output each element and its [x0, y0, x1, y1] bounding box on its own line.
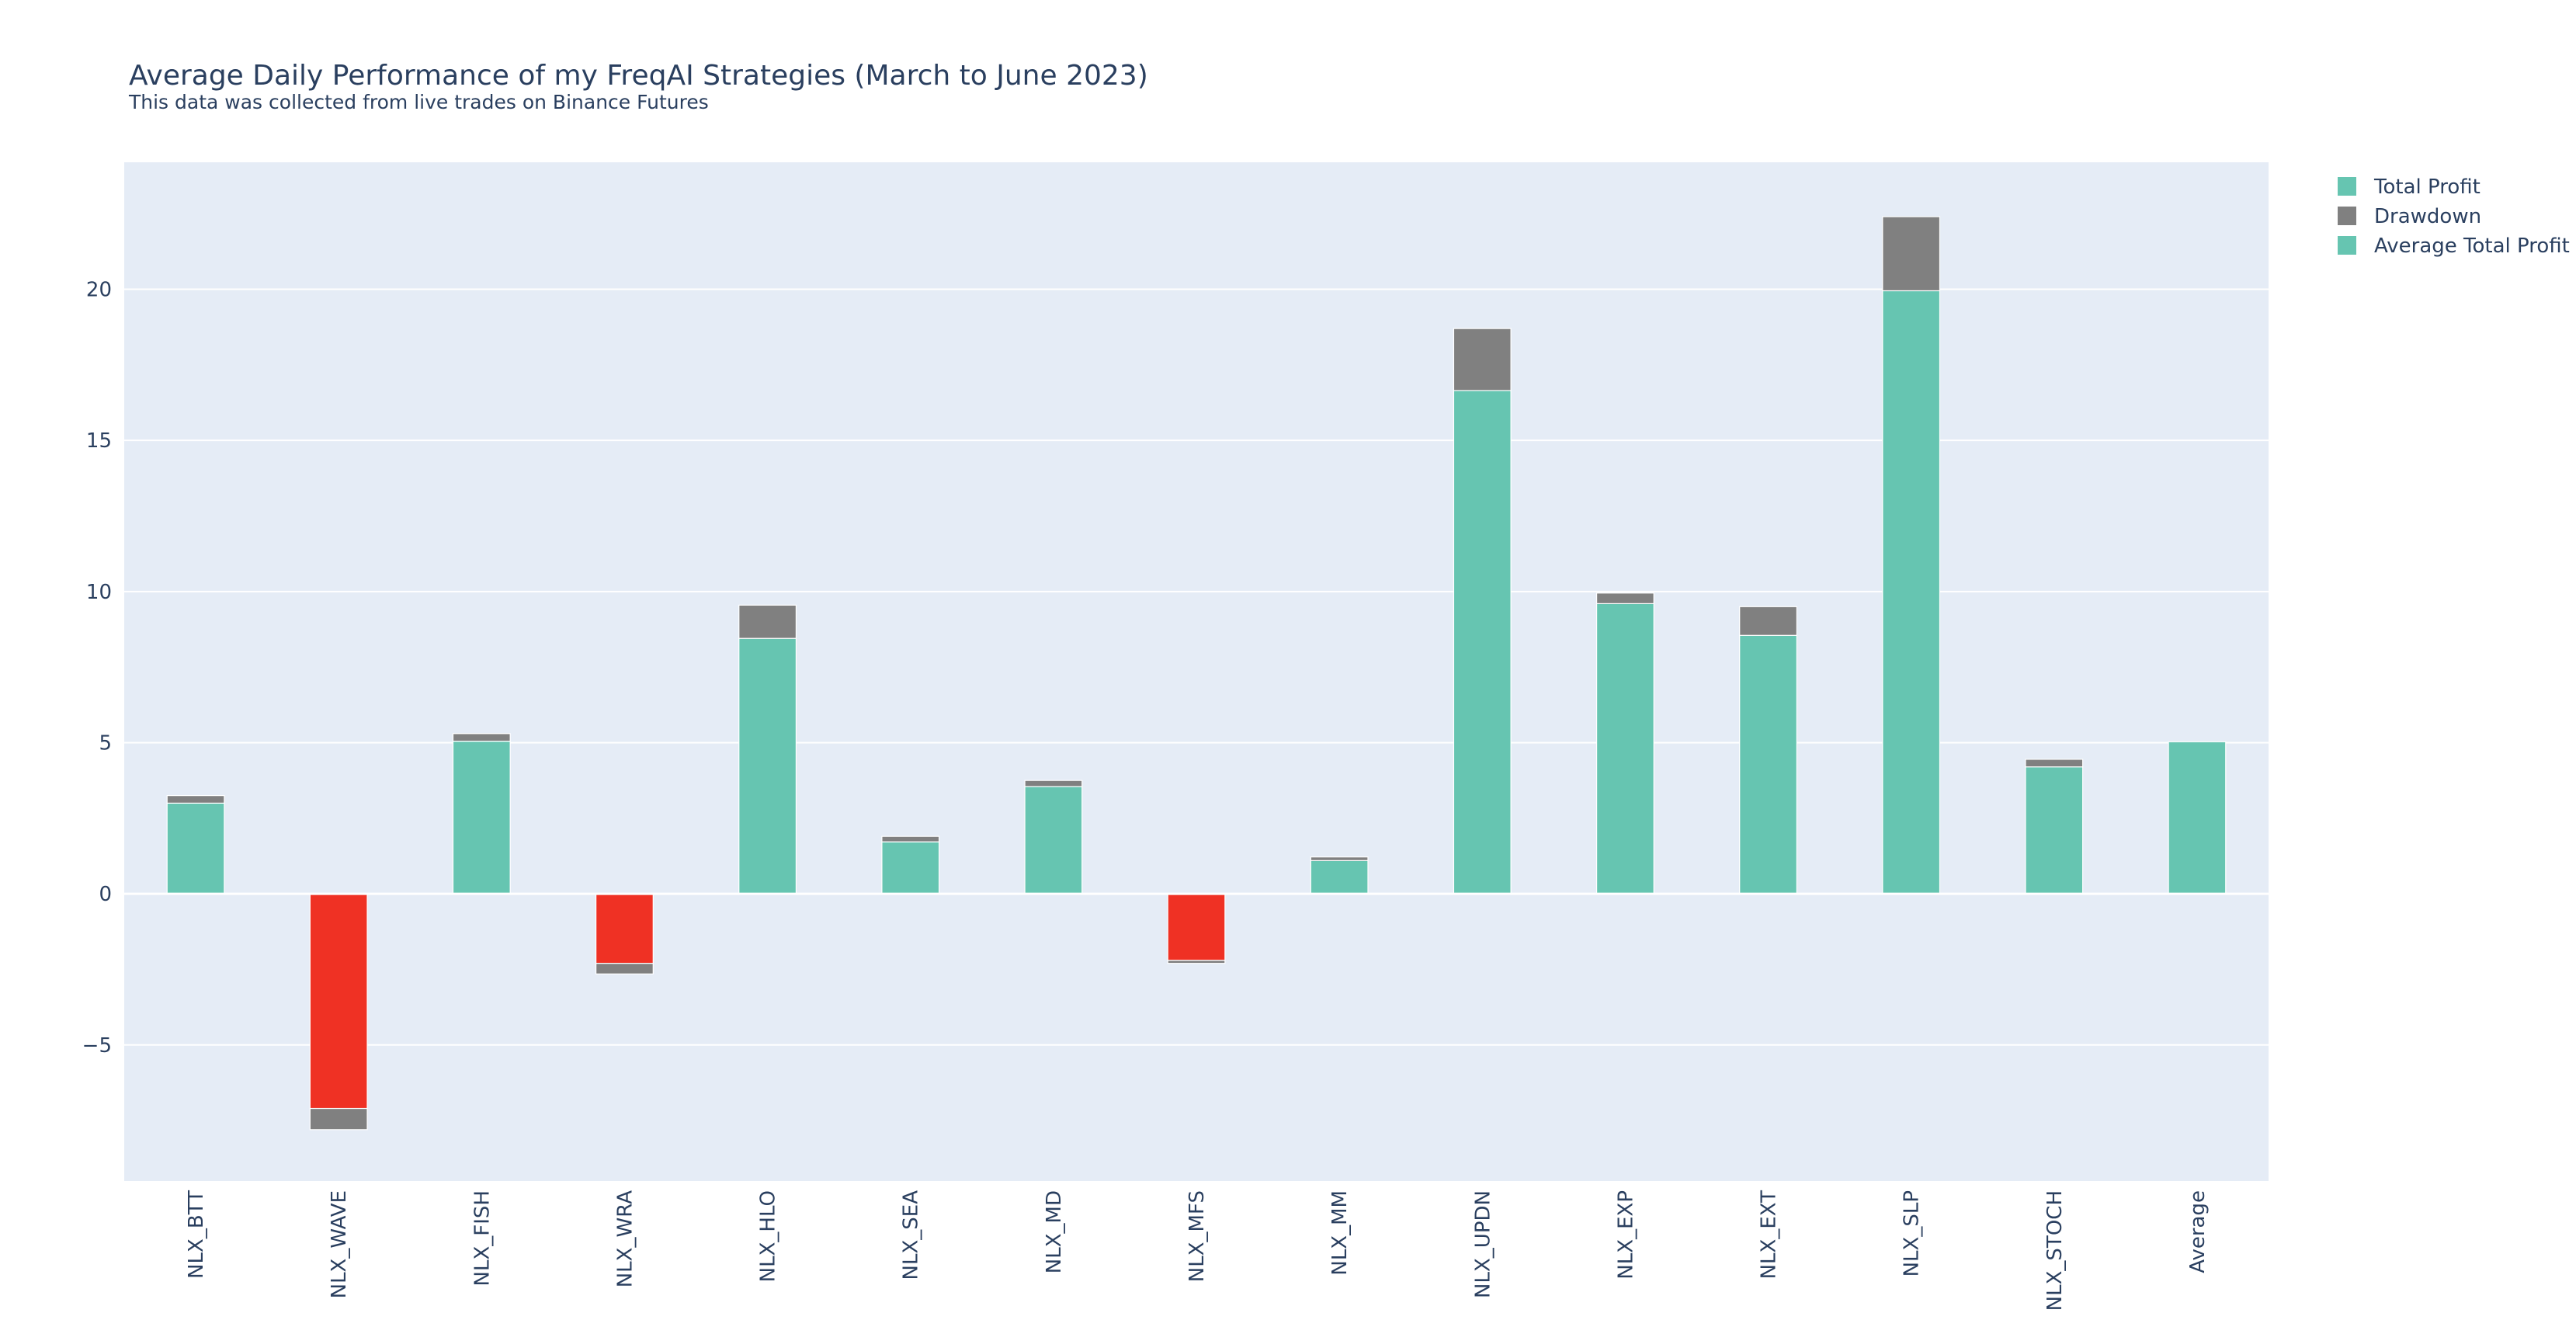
bar-total-profit-nlx-btt [166, 802, 225, 894]
bar-drawdown-nlx-ext [1739, 606, 1797, 636]
bar-drawdown-nlx-mfs [1167, 960, 1226, 964]
x-tick-label: NLX_EXT [1758, 1190, 1781, 1280]
x-tick-label: NLX_WRA [613, 1190, 637, 1287]
y-tick-label: 20 [86, 279, 112, 302]
legend[interactable]: Total Profit Drawdown Average Total Profit [2338, 175, 2570, 258]
legend-swatch [2338, 177, 2356, 196]
bar-total-profit-nlx-mfs [1167, 893, 1226, 961]
chart-subtitle: This data was collected from live trades… [128, 91, 709, 113]
x-tick-label: NLX_BTT [185, 1190, 208, 1279]
x-tick-label: NLX_MFS [1186, 1190, 1209, 1282]
bar-drawdown-nlx-md [1024, 780, 1083, 787]
legend-swatch [2338, 207, 2356, 225]
bar-total-profit-nlx-slp [1882, 290, 1941, 894]
bar-drawdown-nlx-mm [1310, 856, 1369, 861]
y-tick-label: −5 [82, 1034, 112, 1058]
bar-drawdown-nlx-wave [309, 1107, 368, 1131]
x-tick-label: NLX_WAVE [328, 1190, 351, 1298]
y-tick-label: 0 [99, 883, 112, 906]
x-tick-label: NLX_MM [1328, 1190, 1352, 1276]
y-tick-label: 15 [86, 429, 112, 453]
bar-total-profit-nlx-updn [1453, 390, 1512, 894]
legend-label: Average Total Profit [2374, 234, 2570, 258]
bar-drawdown-nlx-exp [1595, 592, 1654, 605]
bar-drawdown-nlx-btt [166, 795, 225, 804]
y-tick-label: 5 [99, 731, 112, 755]
bar-total-profit-nlx-exp [1595, 603, 1654, 894]
chart-title: Average Daily Performance of my FreqAI S… [129, 60, 1148, 92]
legend-swatch [2338, 236, 2356, 255]
y-tick-label: 10 [86, 581, 112, 604]
bar-drawdown-nlx-wra [595, 963, 654, 974]
bars [166, 216, 2227, 1131]
legend-label: Drawdown [2374, 205, 2481, 228]
x-tick-label: NLX_SEA [900, 1190, 923, 1280]
bar-drawdown-nlx-stoch [2025, 759, 2084, 768]
x-tick-label: NLX_FISH [470, 1190, 494, 1286]
bar-total-profit-nlx-fish [452, 740, 511, 894]
y-axis-ticks: −5 0 5 10 15 20 [82, 279, 112, 1058]
bar-drawdown-nlx-hlo [738, 604, 797, 639]
x-tick-label: NLX_STOCH [2043, 1190, 2067, 1311]
bar-average-total-profit-average [2168, 741, 2227, 894]
bar-total-profit-nlx-hlo [738, 637, 797, 894]
bar-total-profit-nlx-wave [309, 893, 368, 1110]
x-tick-label: NLX_SLP [1901, 1190, 1924, 1277]
x-tick-label: Average [2186, 1190, 2210, 1273]
plot-area [124, 162, 2269, 1181]
bar-total-profit-nlx-ext [1739, 634, 1797, 894]
bar-drawdown-nlx-sea [881, 835, 940, 842]
bar-drawdown-nlx-updn [1453, 328, 1512, 391]
bar-drawdown-nlx-slp [1882, 216, 1941, 292]
bar-total-profit-nlx-mm [1310, 860, 1369, 894]
x-tick-label: NLX_UPDN [1471, 1190, 1495, 1298]
bar-total-profit-nlx-wra [595, 893, 654, 964]
x-axis-ticks: NLX_BTT NLX_WAVE NLX_FISH NLX_WRA NLX_HLO NLX… [185, 1190, 2210, 1311]
bar-total-profit-nlx-stoch [2025, 766, 2084, 894]
x-tick-label: NLX_MD [1043, 1190, 1066, 1273]
legend-label: Total Profit [2373, 175, 2481, 199]
bar-total-profit-nlx-sea [881, 841, 940, 894]
x-tick-label: NLX_EXP [1614, 1190, 1637, 1280]
bar-total-profit-nlx-md [1024, 786, 1083, 894]
x-tick-label: NLX_HLO [757, 1190, 780, 1282]
bar-drawdown-nlx-fish [452, 733, 511, 742]
